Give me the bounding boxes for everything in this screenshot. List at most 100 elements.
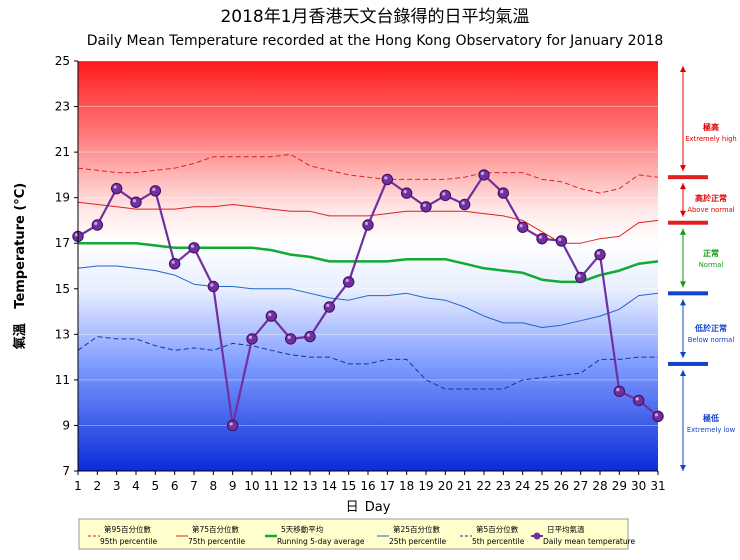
daily-mean-point (110, 182, 123, 195)
daily-mean-point (91, 219, 104, 231)
daily-mean-point (362, 219, 374, 231)
zone-arrow-head (680, 165, 686, 172)
daily-mean-point-highlight (577, 274, 581, 278)
daily-mean-point-highlight (596, 251, 601, 255)
daily-mean-point-highlight (306, 333, 311, 337)
zone-arrow-head (680, 465, 686, 471)
y-tick-label: 15 (55, 282, 70, 296)
x-tick-label: 21 (457, 479, 472, 493)
zone-arrow-head (680, 369, 686, 376)
daily-mean-point (516, 221, 529, 233)
x-tick-label: 10 (244, 479, 259, 493)
x-tick-label: 24 (515, 479, 530, 493)
y-axis-label-en: Temperature (°C) (13, 183, 28, 309)
zone-separator (668, 291, 708, 296)
legend-label-zh: 5天移動平均 (281, 524, 323, 534)
daily-mean-point (458, 198, 471, 211)
daily-mean-point-highlight (480, 171, 485, 175)
daily-mean-point (323, 301, 336, 313)
legend-label-en: 95th percentile (100, 537, 158, 546)
x-tick-label: 14 (322, 479, 337, 493)
x-tick-label: 4 (132, 479, 140, 493)
zone-separator (668, 361, 708, 366)
daily-mean-point (149, 185, 162, 197)
daily-mean-point (652, 410, 664, 423)
daily-mean-point-highlight (74, 233, 79, 237)
x-tick-label: 1 (74, 479, 82, 493)
y-axis-label: 氣溫 Temperature (°C) (12, 183, 28, 350)
x-tick-label: 27 (573, 479, 588, 493)
x-tick-label: 2 (94, 479, 102, 493)
legend-label-zh: 第95百分位數 (104, 524, 152, 534)
x-axis-label: 日 Day (346, 500, 391, 515)
legend-label-zh: 第25百分位數 (393, 524, 441, 534)
x-axis-label-en: Day (365, 500, 391, 515)
y-axis-label-zh: 氣溫 (12, 323, 28, 349)
daily-mean-point (420, 201, 432, 213)
daily-mean-point (207, 280, 220, 293)
daily-mean-point-highlight (210, 283, 214, 287)
daily-mean-point-highlight (132, 199, 137, 203)
series-line-running-5-day-average (78, 241, 659, 284)
plot-area (78, 61, 658, 471)
daily-mean-point-highlight (422, 203, 427, 207)
gridlines (78, 60, 658, 426)
zone-separator (668, 220, 708, 225)
daily-mean-point-highlight (654, 413, 659, 417)
legend-label-en: 75th percentile (188, 537, 246, 546)
x-tick-label: 25 (534, 479, 549, 493)
x-tick-label: 9 (229, 479, 237, 493)
zone-arrow-head (680, 183, 686, 190)
x-tick-label: 31 (650, 479, 665, 493)
daily-mean-point-highlight (171, 260, 175, 264)
zone-label-en: Above normal (687, 206, 734, 214)
zone-label-en: Extremely low (687, 426, 736, 434)
zone-label-en: Below normal (688, 336, 735, 344)
legend: 第95百分位數 95th percentile 第75百分位數 75th percen… (78, 518, 636, 550)
zone-label-en: Extremely high (685, 135, 737, 143)
zone-label-zh: 高於正常 (695, 193, 727, 203)
legend-label-zh: 第75百分位數 (192, 524, 240, 534)
zone-label-en: Normal (699, 261, 724, 269)
zone-label-zh: 極低 (702, 413, 719, 423)
zone-arrow-head (680, 66, 686, 72)
x-tick-label: 17 (380, 479, 395, 493)
daily-mean-point-highlight (152, 187, 156, 191)
daily-mean-point-highlight (635, 397, 639, 401)
y-tick-label: 19 (55, 191, 70, 205)
zone-arrow-head (680, 228, 686, 235)
zone-arrow-head (680, 299, 686, 306)
x-tick-label: 5 (152, 479, 160, 493)
x-tick-label: 18 (399, 479, 414, 493)
daily-mean-point (632, 394, 645, 407)
y-tick-label: 9 (62, 418, 70, 432)
zone-arrow-head (680, 351, 686, 358)
daily-mean-point-highlight (461, 201, 465, 205)
x-axis-label-zh: 日 (346, 500, 359, 515)
daily-mean-point (594, 248, 606, 261)
daily-mean-point-highlight (616, 388, 620, 392)
x-tick-label: 22 (476, 479, 491, 493)
x-tick-label: 15 (341, 479, 356, 493)
daily-mean-point-highlight (500, 190, 504, 194)
daily-mean-point-highlight (519, 224, 523, 228)
daily-mean-point-highlight (384, 176, 388, 180)
y-tick-label: 13 (55, 327, 70, 341)
x-tick-label: 23 (496, 479, 511, 493)
x-tick-label: 16 (360, 479, 375, 493)
zone-indicators: 極高 Extremely high 高於正常 Above normal 正常 Normal… (668, 66, 737, 471)
daily-mean-point (284, 333, 297, 345)
x-tick-label: 8 (210, 479, 218, 493)
daily-mean-point (555, 235, 568, 247)
daily-mean-point (188, 242, 200, 254)
daily-mean-point (168, 258, 181, 270)
x-tick-label: 3 (113, 479, 121, 493)
series-line-5th-percentile (77, 336, 658, 390)
legend-label-en: 25th percentile (389, 537, 447, 546)
x-tick-label: 7 (190, 479, 198, 493)
legend-label-en: 5th percentile (472, 537, 525, 546)
daily-mean-point-highlight (558, 237, 562, 242)
daily-mean-point-highlight (287, 335, 291, 339)
legend-label-en: Running 5-day average (277, 537, 365, 546)
